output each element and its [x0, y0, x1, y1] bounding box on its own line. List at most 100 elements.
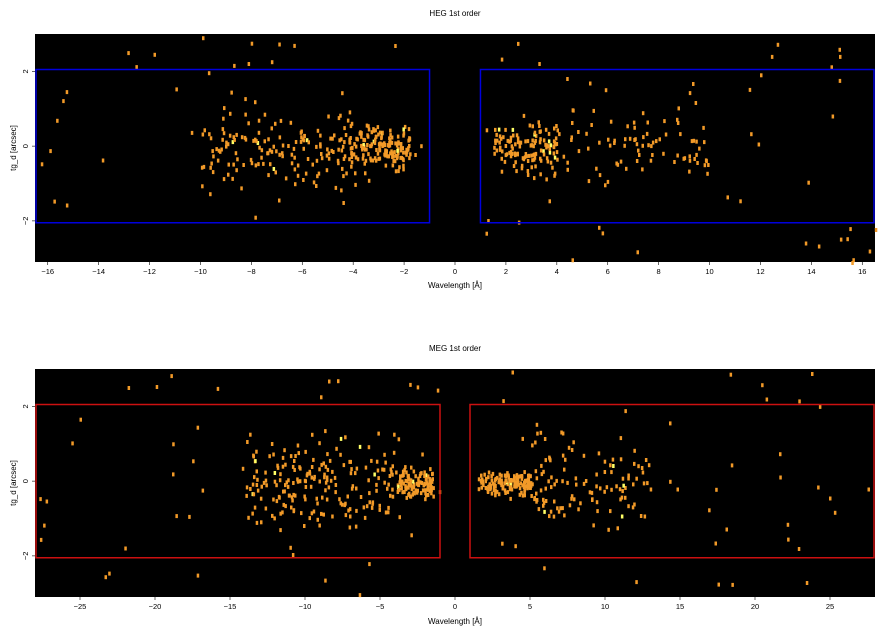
event-pixel	[765, 397, 769, 402]
event-pixel	[548, 514, 551, 519]
event-pixel	[101, 158, 105, 163]
event-pixel	[695, 152, 698, 157]
event-pixel	[231, 176, 234, 181]
event-pixel	[517, 474, 521, 479]
event-pixel	[833, 510, 837, 515]
event-pixel	[371, 501, 374, 506]
event-pixel	[563, 513, 566, 518]
event-pixel	[524, 139, 527, 144]
event-pixel	[285, 480, 288, 485]
event-pixel	[391, 464, 394, 469]
event-pixel	[388, 141, 391, 145]
event-pixel	[566, 77, 569, 81]
event-pixel	[348, 110, 352, 115]
event-pixel	[202, 36, 205, 41]
event-pixel	[350, 164, 353, 169]
event-pixel	[484, 486, 488, 490]
event-pixel	[418, 474, 422, 478]
event-pixel	[382, 467, 386, 472]
event-pixel	[247, 62, 251, 66]
event-pixel	[426, 474, 430, 479]
event-pixel	[254, 459, 257, 464]
event-pixel	[431, 477, 434, 482]
meg-regions	[35, 403, 875, 559]
event-pixel	[829, 496, 832, 501]
event-pixel	[335, 446, 338, 451]
event-pixel	[411, 479, 415, 484]
event-pixel	[278, 495, 281, 500]
event-pixel	[342, 201, 345, 205]
event-pixel	[494, 493, 497, 498]
event-pixel	[272, 497, 275, 502]
event-pixel	[368, 491, 371, 496]
event-pixel	[420, 481, 423, 485]
event-pixel	[523, 155, 527, 160]
event-pixel	[383, 152, 386, 157]
event-pixel	[598, 225, 601, 230]
event-pixel	[341, 91, 344, 96]
event-pixel	[266, 151, 270, 156]
event-pixel	[402, 481, 405, 486]
event-pixel	[527, 477, 530, 482]
event-pixel	[358, 593, 362, 598]
event-pixel	[392, 450, 396, 455]
event-pixel	[246, 440, 249, 444]
event-pixel	[327, 151, 331, 156]
event-pixel	[526, 173, 530, 177]
event-pixel	[402, 131, 406, 136]
event-pixel	[344, 133, 348, 137]
event-pixel	[404, 465, 407, 470]
event-pixel	[350, 486, 354, 491]
event-pixel	[349, 471, 353, 476]
event-pixel	[254, 163, 258, 168]
event-pixel	[301, 137, 305, 142]
x-tick-label: 14	[807, 267, 815, 276]
event-pixel	[252, 454, 255, 459]
event-pixel	[635, 142, 639, 147]
event-pixel	[633, 502, 636, 507]
event-pixel	[312, 180, 316, 185]
event-pixel	[633, 461, 636, 466]
event-pixel	[428, 480, 432, 484]
event-pixel	[243, 135, 247, 140]
event-pixel	[592, 108, 595, 113]
event-pixel	[520, 163, 524, 168]
event-pixel	[260, 148, 264, 153]
event-pixel	[274, 121, 277, 126]
event-pixel	[633, 138, 636, 142]
event-pixel	[480, 485, 483, 490]
event-pixel	[337, 116, 341, 121]
event-pixel	[289, 120, 293, 125]
event-pixel	[378, 156, 382, 161]
x-tick-label: 25	[826, 602, 834, 611]
event-pixel	[306, 157, 310, 161]
event-pixel	[428, 477, 431, 481]
event-pixel	[417, 476, 420, 481]
event-pixel	[485, 231, 488, 236]
event-pixel	[340, 148, 344, 153]
event-pixel	[539, 430, 543, 435]
event-pixel	[542, 149, 545, 154]
event-pixel	[570, 496, 573, 501]
event-pixel	[104, 575, 107, 580]
event-pixel	[542, 497, 545, 502]
meg-panel: MEG 1st order −25 −20 −15 −10 −5 0 5 10 15 20 25 −…	[9, 344, 875, 626]
event-pixel	[512, 164, 516, 168]
event-pixel	[575, 482, 578, 487]
event-pixel	[270, 149, 274, 154]
event-pixel	[532, 152, 535, 157]
event-pixel	[39, 497, 42, 502]
event-pixel	[363, 515, 367, 520]
event-pixel	[846, 237, 849, 242]
event-pixel	[641, 143, 644, 148]
event-pixel	[519, 140, 523, 145]
event-pixel	[637, 464, 640, 469]
event-pixel	[367, 152, 370, 157]
event-pixel	[396, 134, 400, 139]
event-pixel	[327, 114, 330, 119]
event-pixel	[39, 537, 43, 542]
event-pixel	[623, 143, 626, 148]
event-pixel	[410, 465, 413, 470]
event-pixel	[644, 458, 648, 462]
event-pixel	[402, 163, 405, 168]
